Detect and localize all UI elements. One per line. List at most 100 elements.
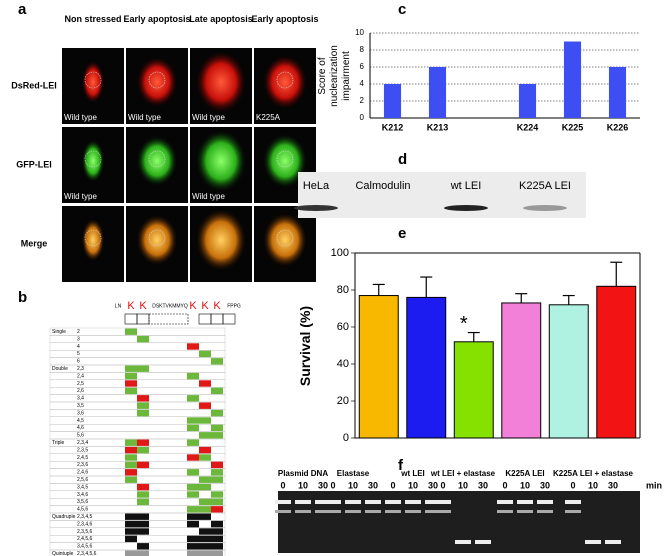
- row-label: 3,4,6: [77, 492, 88, 498]
- mutation-cell: [211, 506, 223, 513]
- y-tick-label: 0: [360, 113, 365, 122]
- band: [425, 500, 441, 504]
- bar: [358, 295, 399, 439]
- mutation-cell: [187, 513, 199, 520]
- cell-image: [81, 61, 105, 103]
- nucleus-outline: [276, 71, 294, 89]
- time-label: 0: [330, 480, 335, 490]
- band: [517, 500, 533, 504]
- group-label: wt LEI: [400, 469, 425, 478]
- mutation-cell: [187, 343, 199, 350]
- mutation-cell: [137, 461, 149, 469]
- mutation-cell: [137, 513, 149, 520]
- row-label: 2,4,6: [77, 470, 88, 476]
- mutation-cell: [137, 402, 149, 409]
- y-axis-label: Score of nuclearization impairment: [317, 44, 352, 107]
- row-label: 2,3,6: [77, 462, 88, 468]
- time-label: 30: [608, 480, 618, 490]
- band: [435, 510, 451, 513]
- mutation-cell: [199, 528, 211, 535]
- mutation-cell: [199, 498, 211, 506]
- cell-image: [136, 57, 178, 107]
- band: [425, 510, 441, 513]
- band: [565, 500, 581, 504]
- group-label: Quintuple: [52, 551, 74, 556]
- mutation-cell: [211, 409, 223, 417]
- y-axis-label: Survival (%): [297, 305, 313, 386]
- band: [385, 500, 401, 504]
- mutation-cell: [211, 528, 223, 535]
- mutation-cell: [125, 328, 137, 335]
- cell-image: [263, 134, 307, 188]
- row-label: 2,3,5,6: [77, 529, 93, 535]
- sequence-label: DSKTVKMMYQ: [152, 303, 188, 309]
- mutation-cell: [137, 491, 149, 498]
- row-label: 6: [77, 359, 80, 365]
- mutation-cell: [211, 387, 223, 395]
- lane-label: K225A LEI: [519, 180, 571, 192]
- bar: [563, 41, 582, 118]
- row-label: 5,6: [77, 433, 84, 439]
- mutation-cell: [125, 550, 137, 556]
- row-label: 2,6: [77, 388, 84, 394]
- mutation-cell: [199, 513, 211, 520]
- mutation-cell: [211, 432, 223, 439]
- cell-image: [263, 213, 307, 267]
- row-label: 3: [77, 336, 80, 342]
- mutation-cell: [137, 335, 149, 343]
- column-header: Early apoptosis: [251, 14, 319, 24]
- band: [385, 510, 401, 513]
- row-label: 2,5: [77, 381, 84, 387]
- sequence-label: K: [189, 300, 197, 312]
- mutation-cell: [137, 483, 149, 491]
- header-box: [210, 313, 224, 325]
- lane-label: HeLa: [303, 180, 330, 192]
- band: [497, 510, 513, 513]
- cell-image: [81, 219, 105, 261]
- band: [405, 510, 421, 513]
- mutation-cell: [199, 550, 211, 556]
- sequence-label: FPPG: [227, 303, 241, 309]
- y-tick-label: 2: [360, 96, 365, 105]
- band: [345, 500, 361, 504]
- band: [475, 540, 491, 544]
- mutation-cell: [211, 461, 223, 469]
- mutation-cell: [137, 365, 149, 372]
- mutation-cell: [211, 476, 223, 483]
- panel-label: f: [398, 457, 404, 474]
- band: [365, 500, 381, 504]
- row-label: 3,6: [77, 410, 84, 416]
- band: [517, 510, 533, 513]
- band: [325, 500, 341, 504]
- group-label: Plasmid DNA: [278, 469, 328, 478]
- mutation-cell: [199, 476, 211, 483]
- mutation-cell: [137, 528, 149, 535]
- mutation-cell: [125, 365, 137, 372]
- band: [455, 540, 471, 544]
- mutation-cell: [125, 520, 137, 528]
- row-label: 3,5,6: [77, 499, 88, 505]
- sequence-label: LN: [115, 303, 122, 309]
- mutation-cell: [187, 424, 199, 432]
- time-label: 30: [540, 480, 550, 490]
- bar: [548, 304, 589, 439]
- band: [497, 500, 513, 504]
- panel-label: c: [398, 1, 406, 18]
- time-label: 0: [390, 480, 395, 490]
- bar: [501, 302, 542, 439]
- mutation-cell: [187, 483, 199, 491]
- row-label: 3,4,5: [77, 484, 88, 490]
- image-caption: Wild type: [192, 113, 225, 122]
- row-label: 2,3: [77, 366, 84, 372]
- table-row: [49, 549, 226, 556]
- y-tick-label: 20: [337, 395, 349, 407]
- mutation-cell: [125, 380, 137, 387]
- mutation-cell: [125, 469, 137, 476]
- x-tick-label: K212: [382, 122, 404, 132]
- nucleus-outline: [276, 150, 294, 168]
- mutation-cell: [125, 387, 137, 395]
- header-box: [124, 313, 138, 325]
- mutation-cell: [187, 372, 199, 380]
- band: [405, 500, 421, 504]
